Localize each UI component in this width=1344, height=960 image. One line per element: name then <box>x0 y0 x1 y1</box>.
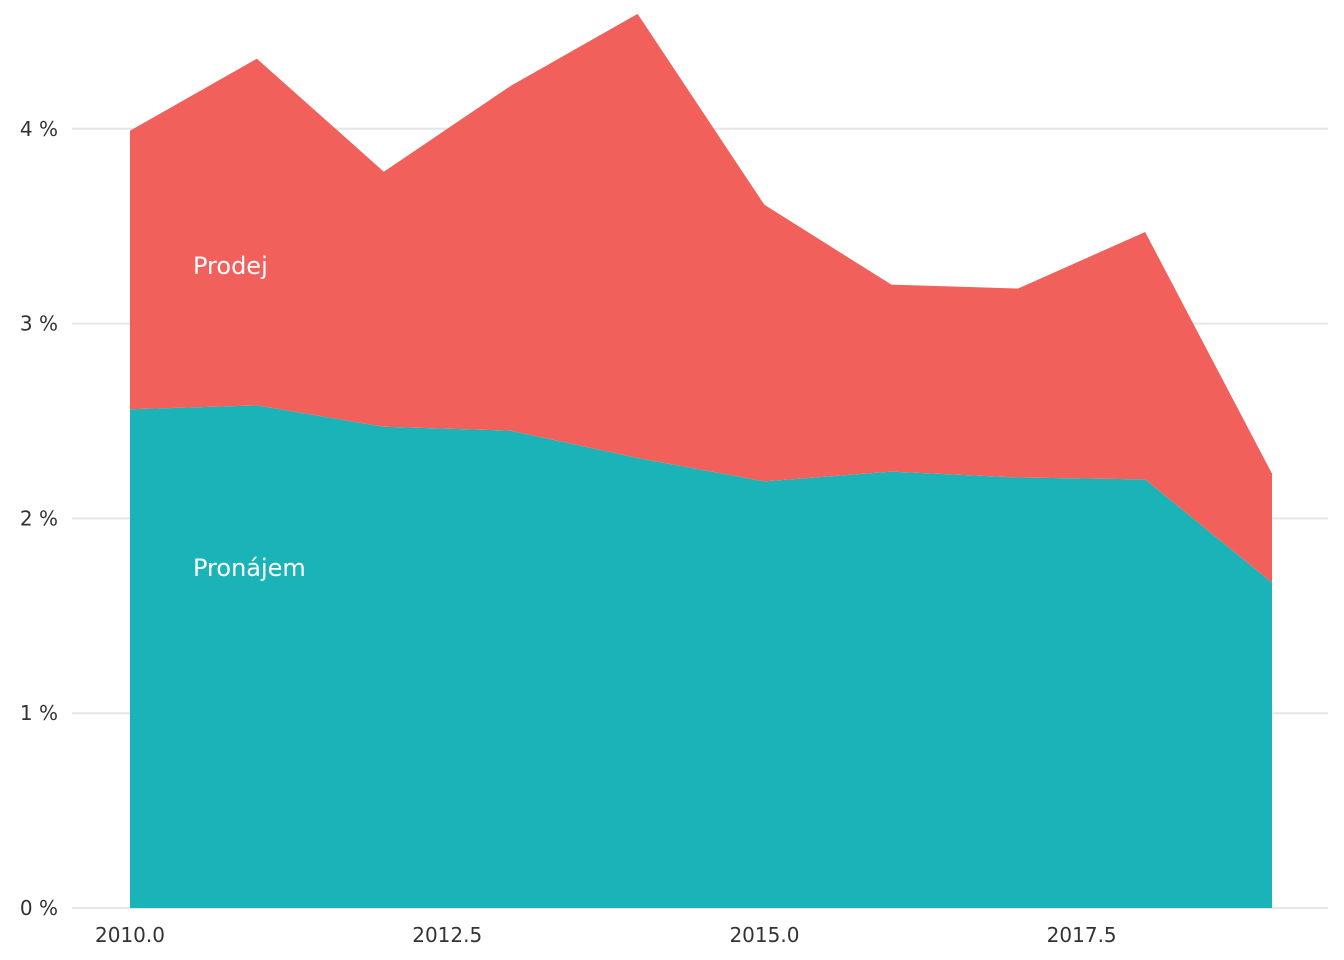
y-tick-label: 0 % <box>20 896 58 920</box>
y-tick-label: 2 % <box>20 506 58 530</box>
series-label-prodej: Prodej <box>193 252 268 280</box>
y-tick-label: 3 % <box>20 312 58 336</box>
x-tick-label: 2015.0 <box>729 923 799 947</box>
y-axis-ticks: 0 % 1 % 2 % 3 % 4 % <box>20 117 58 920</box>
series-labels: Pronájem Prodej <box>193 252 306 582</box>
x-axis-ticks: 2010.0 2012.5 2015.0 2017.5 <box>95 923 1117 947</box>
x-tick-label: 2010.0 <box>95 923 165 947</box>
x-tick-label: 2017.5 <box>1047 923 1117 947</box>
area-pronajem <box>130 405 1272 908</box>
x-tick-label: 2012.5 <box>412 923 482 947</box>
area-prodej <box>130 13 1272 583</box>
y-tick-label: 1 % <box>20 701 58 725</box>
y-tick-label: 4 % <box>20 117 58 141</box>
chart-areas <box>130 13 1272 908</box>
series-label-pronajem: Pronájem <box>193 554 306 582</box>
